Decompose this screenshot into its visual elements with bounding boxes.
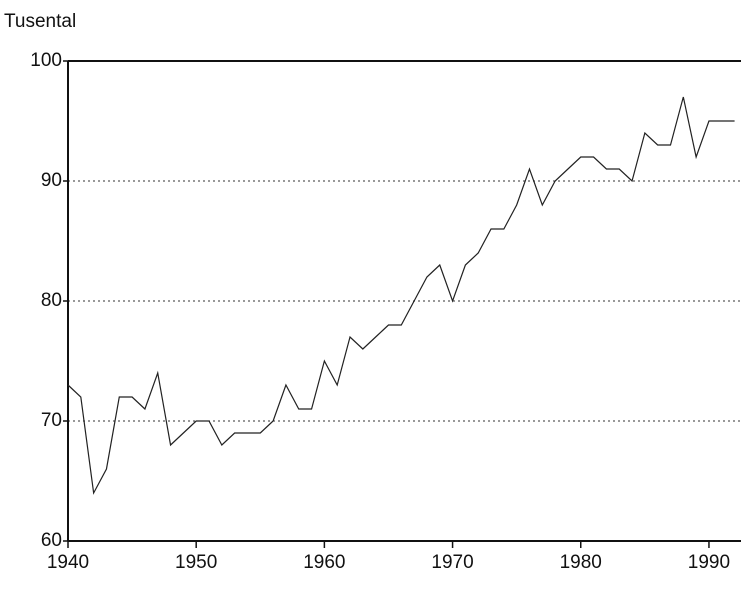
- y-tick-label: 60: [41, 530, 62, 551]
- y-tick-label: 80: [41, 290, 62, 311]
- y-tick-label: 100: [30, 50, 62, 71]
- x-tick-label: 1950: [175, 552, 217, 573]
- y-axis-label: Tusental: [4, 11, 76, 32]
- x-tick-label: 1980: [560, 552, 602, 573]
- x-tick-label: 1990: [688, 552, 730, 573]
- line: [67, 96, 735, 495]
- x-tick-label: 1970: [431, 552, 473, 573]
- x-tick-label: 1940: [47, 552, 89, 573]
- y-tick-label: 90: [41, 170, 62, 191]
- y-tick-label: 70: [41, 410, 62, 431]
- x-tick-label: 1960: [303, 552, 345, 573]
